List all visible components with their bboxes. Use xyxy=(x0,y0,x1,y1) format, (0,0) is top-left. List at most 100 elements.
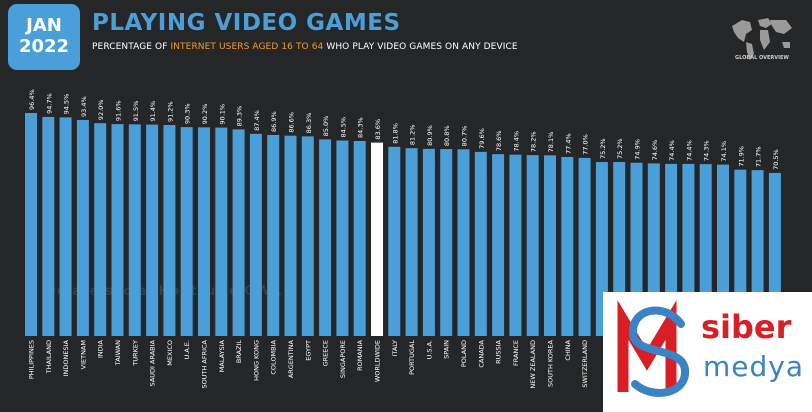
bar-u-s-a- xyxy=(422,148,435,336)
value-label: 84.5% xyxy=(339,117,347,138)
value-label: 94.5% xyxy=(63,94,71,115)
value-label: 71.9% xyxy=(737,146,745,167)
value-label: 74.1% xyxy=(720,141,728,162)
logo-word-siber: siber xyxy=(701,308,792,346)
category-label: PORTUGAL xyxy=(408,340,416,375)
value-label: 91.2% xyxy=(166,101,174,122)
category-label: SAUDI ARABIA xyxy=(149,339,157,386)
world-map-icon xyxy=(732,18,792,60)
bar-vietnam xyxy=(76,119,89,336)
value-label: 79.6% xyxy=(478,128,486,149)
value-label: 94.7% xyxy=(45,93,53,114)
value-label: 80.9% xyxy=(426,125,434,146)
bar-thailand xyxy=(42,116,55,336)
category-label: TURKEY xyxy=(131,340,139,367)
bar-brazil xyxy=(232,129,245,336)
category-label: NEW ZEALAND xyxy=(529,340,537,389)
logo-word-medya: medya xyxy=(703,350,805,383)
value-label: 81.8% xyxy=(391,123,399,144)
value-label: 80.7% xyxy=(461,126,469,147)
value-label: 96.4% xyxy=(28,89,36,110)
subtitle-highlight-1: INTERNET USERS AGED xyxy=(170,42,282,52)
bar-indonesia xyxy=(59,117,72,336)
bar-turkey xyxy=(128,124,141,337)
bar-italy xyxy=(388,146,401,336)
category-label: ITALY xyxy=(391,340,399,357)
category-label: VIETNAM xyxy=(79,340,87,369)
value-label: 87.4% xyxy=(253,110,261,131)
value-label: 91.4% xyxy=(149,101,157,122)
bar-russia xyxy=(492,154,505,336)
value-label: 80.8% xyxy=(443,125,451,146)
category-label: CANADA xyxy=(477,339,485,367)
badge-month: JAN xyxy=(26,15,62,36)
value-label: 74.6% xyxy=(651,140,659,161)
value-label: 74.9% xyxy=(634,139,642,160)
siber-medya-logo: siber medya xyxy=(603,292,812,412)
value-label: 74.3% xyxy=(703,140,711,161)
bar-egypt xyxy=(301,136,314,336)
bar-argentina xyxy=(284,135,297,336)
value-label: 78.4% xyxy=(512,131,520,152)
bar-poland xyxy=(457,149,470,336)
bar-france xyxy=(509,154,522,336)
bar-hong-kong xyxy=(249,133,262,336)
category-label: U.S.A. xyxy=(425,340,433,359)
bar-malaysia xyxy=(215,127,228,336)
value-label: 75.2% xyxy=(599,138,607,159)
value-label: 74.4% xyxy=(668,140,676,161)
value-label: 81.2% xyxy=(409,125,417,146)
bar-spain xyxy=(440,149,453,336)
value-label: 91.6% xyxy=(115,100,123,121)
subtitle-post: WHO PLAY VIDEO GAMES ON ANY DEVICE xyxy=(323,42,518,52)
category-label: MEXICO xyxy=(166,340,174,366)
subtitle-highlight-2: 16 TO 64 xyxy=(281,42,324,52)
category-label: U.A.E. xyxy=(183,340,191,359)
category-label: WORLDWIDE xyxy=(374,340,382,382)
subtitle-pre: PERCENTAGE OF xyxy=(92,42,171,52)
category-label: CHINA xyxy=(564,339,572,360)
category-label: GREECE xyxy=(322,340,330,366)
category-label: SOUTH KOREA xyxy=(547,339,555,387)
bar-mexico xyxy=(163,125,176,336)
value-label: 83.6% xyxy=(374,119,382,140)
logo-mark-icon xyxy=(617,300,689,397)
category-label: SOUTH AFRICA xyxy=(201,339,209,388)
global-overview-label: GLOBAL OVERVIEW xyxy=(735,55,789,61)
value-label: 78.1% xyxy=(547,132,555,153)
value-label: 90.2% xyxy=(201,104,209,125)
value-label: 84.3% xyxy=(357,117,365,138)
value-label: 90.3% xyxy=(184,103,192,124)
value-label: 92.0% xyxy=(97,100,105,121)
category-label: MALAYSIA xyxy=(218,339,226,372)
category-label: SPAIN xyxy=(443,340,451,359)
category-label: INDIA xyxy=(97,339,105,358)
bar-south-korea xyxy=(544,155,556,336)
category-label: RUSSIA xyxy=(495,339,503,363)
value-label: 86.9% xyxy=(270,111,278,132)
category-label: THAILAND xyxy=(45,340,53,374)
value-label: 86.6% xyxy=(288,112,296,133)
value-label: 89.3% xyxy=(236,106,244,127)
bar-china xyxy=(561,156,574,336)
category-label: FRANCE xyxy=(512,340,520,366)
bar-philippines xyxy=(25,113,37,336)
chart-subtitle: PERCENTAGE OF INTERNET USERS AGED 16 TO … xyxy=(92,42,518,52)
value-label: 71.7% xyxy=(755,146,763,167)
bar-romania xyxy=(353,140,366,336)
category-label: TAIWAN xyxy=(114,340,122,366)
category-label: COLOMBIA xyxy=(270,339,278,374)
bar-new-zealand xyxy=(526,155,539,336)
bar-greece xyxy=(319,139,332,336)
badge-year: 2022 xyxy=(18,36,70,57)
value-label: 91.5% xyxy=(132,101,140,122)
category-label: HONG KONG xyxy=(252,340,260,381)
category-label: BRAZIL xyxy=(235,340,243,364)
category-label: ROMANIA xyxy=(356,339,364,370)
bar-u-a-e- xyxy=(180,127,193,336)
category-label: POLAND xyxy=(460,340,468,367)
value-label: 85.0% xyxy=(322,116,330,137)
bar-singapore xyxy=(336,140,349,336)
chart-title: PLAYING VIDEO GAMES xyxy=(92,10,401,36)
